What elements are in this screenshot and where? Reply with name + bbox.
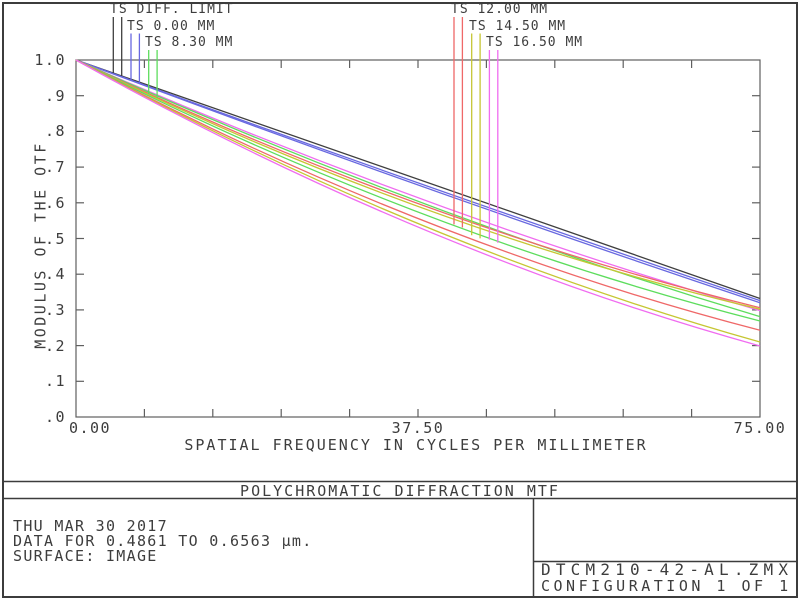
legend-label-0mm: TS 0.00 MM <box>127 18 216 34</box>
info-date: THU MAR 30 2017 <box>13 516 168 535</box>
y-tick-label: .6 <box>44 193 66 212</box>
legend-label-16-5mm: TS 16.50 MM <box>486 35 584 50</box>
y-tick-label: .7 <box>44 158 66 177</box>
y-tick-label: .2 <box>44 336 66 355</box>
y-tick-label: .3 <box>44 300 66 319</box>
y-tick-label: .4 <box>44 265 66 284</box>
legend-label-12mm: TS 12.00 MM <box>451 2 549 17</box>
x-tick-label: 0.00 <box>68 418 112 437</box>
legend-label-8-3mm: TS 8.30 MM <box>145 35 234 50</box>
y-tick-label: .5 <box>44 229 66 248</box>
legend-label-diff-limit: TS DIFF. LIMIT <box>110 2 234 17</box>
configuration-label: CONFIGURATION 1 OF 1 <box>541 576 792 595</box>
legend-label-14-5mm: TS 14.50 MM <box>469 18 567 34</box>
x-axis-title: SPATIAL FREQUENCY IN CYCLES PER MILLIMET… <box>184 436 648 454</box>
y-tick-label: .1 <box>44 372 66 391</box>
info-wavelength-range: DATA FOR 0.4861 TO 0.6563 µm. <box>13 532 313 550</box>
plot-title: POLYCHROMATIC DIFFRACTION MTF <box>240 481 560 500</box>
x-tick-label: 75.00 <box>733 418 787 437</box>
info-surface: SURFACE: IMAGE <box>13 547 158 565</box>
y-tick-label: .9 <box>44 86 66 105</box>
y-tick-label: .8 <box>44 122 66 141</box>
y-tick-label: 1.0 <box>34 51 66 69</box>
x-tick-label: 37.50 <box>391 418 445 437</box>
y-tick-label: .0 <box>44 408 66 426</box>
lens-filename: DTCM210-42-AL.ZMX <box>541 559 794 579</box>
